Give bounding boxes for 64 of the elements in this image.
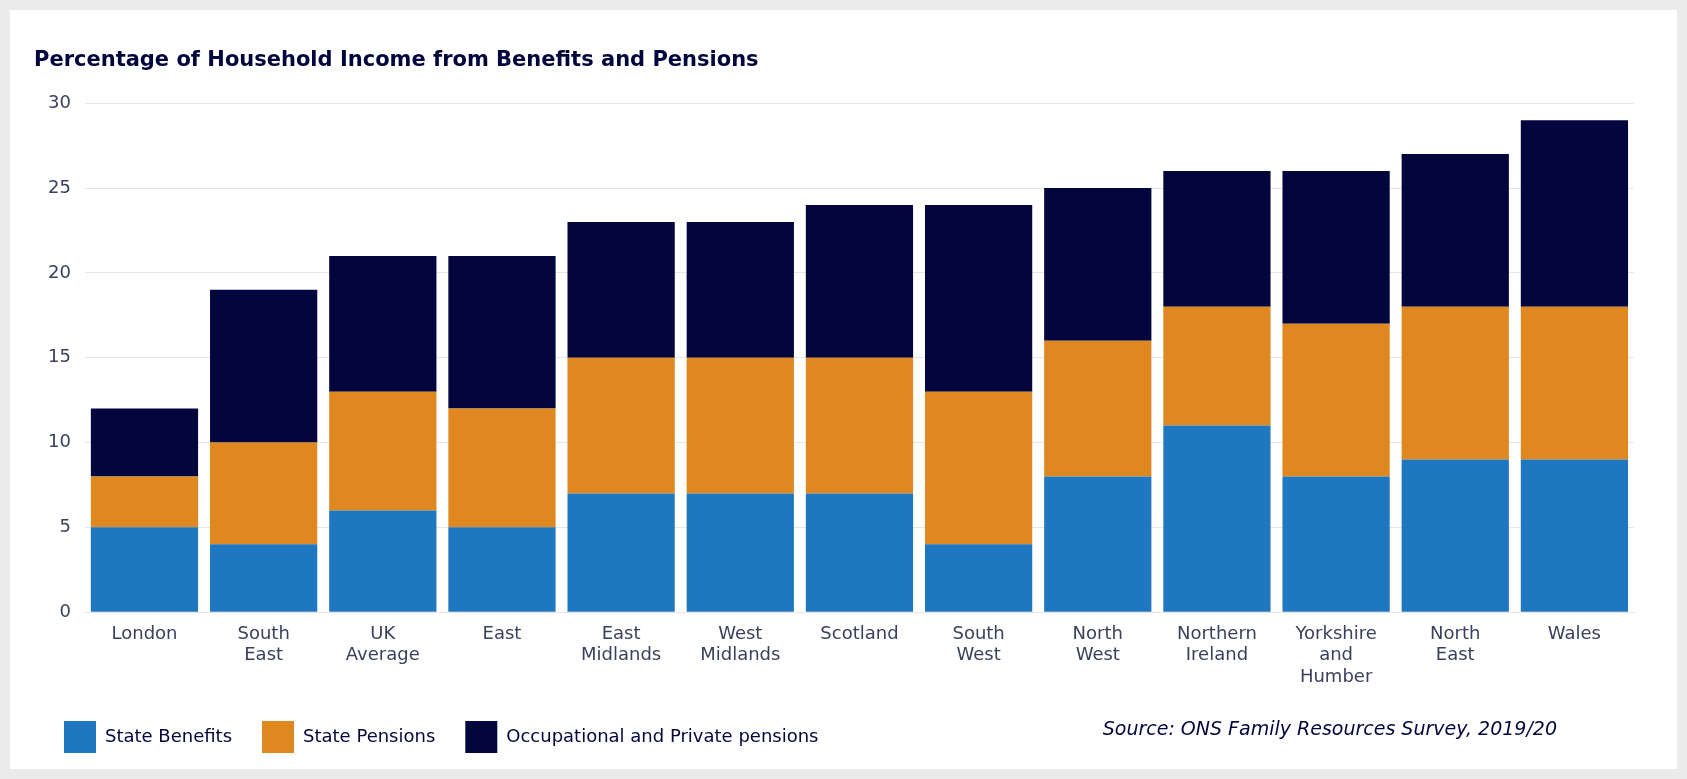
bar xyxy=(448,527,556,612)
bar xyxy=(1282,171,1390,324)
bar xyxy=(1163,171,1271,307)
bar xyxy=(1282,323,1390,477)
bar xyxy=(448,255,556,409)
y-tick-label: 25 xyxy=(48,175,71,197)
bar xyxy=(90,408,199,477)
bar xyxy=(210,442,318,545)
bar xyxy=(329,391,437,511)
bar xyxy=(686,221,794,358)
x-tick-label: Northern Ireland xyxy=(1176,621,1257,665)
chart-title: Percentage of Household Income from Benefits and Pensions xyxy=(34,47,759,72)
bar xyxy=(1520,306,1629,460)
bar xyxy=(1044,188,1152,341)
x-tick-label: East xyxy=(482,621,522,643)
bar xyxy=(329,255,437,392)
legend-label: Occupational and Private pensions xyxy=(506,724,819,746)
bar xyxy=(1401,154,1509,307)
x-tick-label: South East xyxy=(237,621,290,665)
x-tick-label: London xyxy=(111,621,178,643)
x-tick-label: Yorkshire and Humber xyxy=(1294,621,1377,686)
bar xyxy=(567,493,675,612)
source-note: Source: ONS Family Resources Survey, 2019/20 xyxy=(1102,717,1557,739)
bar xyxy=(448,408,556,528)
bar xyxy=(924,205,1033,392)
bar xyxy=(924,544,1033,612)
y-tick-label: 5 xyxy=(59,515,71,537)
bar xyxy=(567,221,675,358)
bar xyxy=(686,357,794,494)
bar xyxy=(1044,476,1152,612)
x-tick-label: Wales xyxy=(1547,621,1601,643)
bar xyxy=(805,205,914,358)
y-tick-label: 10 xyxy=(48,430,71,452)
x-tick-label: West Midlands xyxy=(700,621,781,665)
x-tick-label: UK Average xyxy=(345,621,420,665)
x-tick-label: South West xyxy=(952,621,1005,665)
bar xyxy=(1520,120,1629,307)
y-tick-label: 0 xyxy=(59,599,71,621)
y-tick-label: 20 xyxy=(48,260,71,282)
y-tick-label: 30 xyxy=(48,90,71,112)
bar xyxy=(1163,425,1271,612)
x-tick-label: Scotland xyxy=(820,621,899,643)
y-tick-label: 15 xyxy=(48,345,71,367)
bar xyxy=(1282,476,1390,612)
bar xyxy=(210,289,318,443)
bar xyxy=(805,493,914,612)
bar xyxy=(90,527,199,612)
bar xyxy=(1401,459,1509,612)
bar xyxy=(90,476,199,528)
bar xyxy=(805,357,914,494)
bar xyxy=(210,544,318,612)
bar xyxy=(924,391,1033,545)
bar xyxy=(1163,306,1271,426)
bar xyxy=(1044,340,1152,477)
bar xyxy=(567,357,675,494)
bar xyxy=(1520,459,1629,612)
bar xyxy=(686,493,794,612)
bar xyxy=(1401,306,1509,460)
x-tick-label: North West xyxy=(1072,621,1123,665)
x-tick-label: North East xyxy=(1430,621,1481,665)
x-tick-label: East Midlands xyxy=(581,621,662,665)
legend-label: State Benefits xyxy=(105,724,233,746)
legend-label: State Pensions xyxy=(303,724,436,746)
bar xyxy=(329,510,437,612)
